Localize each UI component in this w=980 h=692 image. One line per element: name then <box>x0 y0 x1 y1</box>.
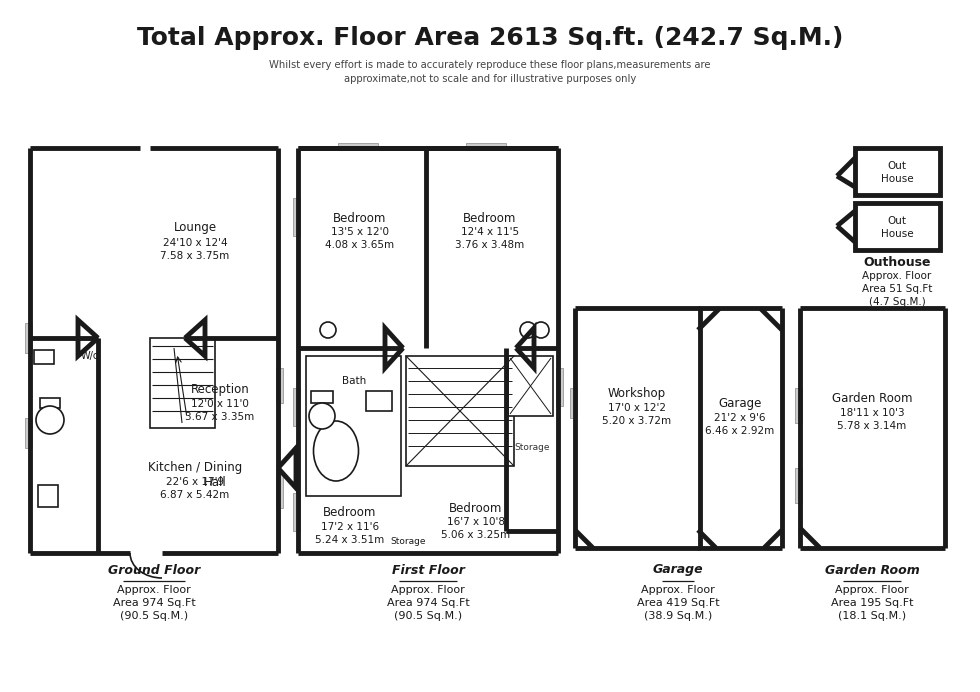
Text: Outhouse: Outhouse <box>863 255 931 268</box>
Text: 22'6 x 17'9: 22'6 x 17'9 <box>166 477 224 487</box>
Text: Approx. Floor: Approx. Floor <box>835 585 908 595</box>
Text: Area 195 Sq.Ft: Area 195 Sq.Ft <box>831 598 913 608</box>
Text: 17'2 x 11'6: 17'2 x 11'6 <box>320 522 379 532</box>
Bar <box>40 398 60 408</box>
Text: 17'0 x 12'2: 17'0 x 12'2 <box>608 403 666 413</box>
Text: Reception: Reception <box>191 383 249 397</box>
Text: approximate,not to scale and for illustrative purposes only: approximate,not to scale and for illustr… <box>344 74 636 84</box>
Text: 6.87 x 5.42m: 6.87 x 5.42m <box>161 490 229 500</box>
Bar <box>311 391 333 403</box>
Text: Out: Out <box>888 216 906 226</box>
Bar <box>25 323 32 353</box>
Text: 24'10 x 12'4: 24'10 x 12'4 <box>163 238 227 248</box>
Text: Lounge: Lounge <box>173 221 217 235</box>
Text: Storage: Storage <box>514 444 550 453</box>
Text: 5.24 x 3.51m: 5.24 x 3.51m <box>316 535 384 545</box>
Text: Bedroom: Bedroom <box>323 507 376 520</box>
Text: Area 974 Sq.Ft: Area 974 Sq.Ft <box>113 598 195 608</box>
Bar <box>338 143 378 150</box>
Text: House: House <box>881 229 913 239</box>
Text: Hall: Hall <box>204 477 226 489</box>
Bar <box>466 143 506 150</box>
Bar <box>150 338 215 428</box>
Bar <box>795 468 802 503</box>
Bar <box>34 350 54 364</box>
Bar <box>406 356 514 466</box>
Text: (18.1 Sq.M.): (18.1 Sq.M.) <box>838 611 906 621</box>
Text: W/c: W/c <box>81 351 99 361</box>
Text: Approx. Floor: Approx. Floor <box>118 585 191 595</box>
Text: 5.06 x 3.25m: 5.06 x 3.25m <box>441 530 511 540</box>
Bar <box>556 368 563 406</box>
Bar <box>795 388 802 423</box>
Bar <box>293 198 300 236</box>
Text: (90.5 Sq.M.): (90.5 Sq.M.) <box>120 611 188 621</box>
Bar <box>276 473 283 508</box>
Text: Garden Room: Garden Room <box>824 563 919 576</box>
Text: Garage: Garage <box>653 563 704 576</box>
Bar <box>293 493 300 531</box>
Text: Bath: Bath <box>342 376 367 386</box>
Text: Bedroom: Bedroom <box>464 212 516 224</box>
Text: 5.78 x 3.14m: 5.78 x 3.14m <box>837 421 906 431</box>
Text: 3.76 x 3.48m: 3.76 x 3.48m <box>456 240 524 250</box>
Text: 13'5 x 12'0: 13'5 x 12'0 <box>331 227 389 237</box>
Text: 12'4 x 11'5: 12'4 x 11'5 <box>461 227 519 237</box>
Text: (90.5 Sq.M.): (90.5 Sq.M.) <box>394 611 462 621</box>
Text: 6.46 x 2.92m: 6.46 x 2.92m <box>706 426 774 436</box>
Text: Whilst every effort is made to accurately reproduce these floor plans,measuremen: Whilst every effort is made to accuratel… <box>270 60 710 70</box>
Circle shape <box>520 322 536 338</box>
Text: Storage: Storage <box>390 536 425 545</box>
Circle shape <box>309 403 335 429</box>
Text: Area 419 Sq.Ft: Area 419 Sq.Ft <box>637 598 719 608</box>
Text: 16'7 x 10'8: 16'7 x 10'8 <box>447 517 505 527</box>
Text: Approx. Floor: Approx. Floor <box>862 271 932 281</box>
Text: Area 974 Sq.Ft: Area 974 Sq.Ft <box>387 598 469 608</box>
Bar <box>276 368 283 403</box>
Text: 12'0 x 11'0: 12'0 x 11'0 <box>191 399 249 409</box>
Text: Approx. Floor: Approx. Floor <box>391 585 465 595</box>
Text: (38.9 Sq.M.): (38.9 Sq.M.) <box>644 611 712 621</box>
Text: Area 51 Sq.Ft: Area 51 Sq.Ft <box>861 284 932 294</box>
Text: House: House <box>881 174 913 184</box>
Text: Bedroom: Bedroom <box>333 212 387 224</box>
Bar <box>25 418 32 448</box>
Bar <box>306 356 401 496</box>
Text: Kitchen / Dining: Kitchen / Dining <box>148 462 242 475</box>
Bar <box>293 388 300 426</box>
Text: Approx. Floor: Approx. Floor <box>641 585 714 595</box>
Bar <box>366 391 392 411</box>
Text: Bedroom: Bedroom <box>449 502 503 514</box>
Bar <box>38 485 58 507</box>
Circle shape <box>533 322 549 338</box>
Circle shape <box>36 406 64 434</box>
Text: 3.67 x 3.35m: 3.67 x 3.35m <box>185 412 255 422</box>
Bar <box>508 356 553 416</box>
Text: 5.20 x 3.72m: 5.20 x 3.72m <box>603 416 671 426</box>
Text: 21'2 x 9'6: 21'2 x 9'6 <box>714 413 765 423</box>
Bar <box>855 203 940 250</box>
Ellipse shape <box>314 421 359 481</box>
Text: (4.7 Sq.M.): (4.7 Sq.M.) <box>868 297 925 307</box>
Text: Garden Room: Garden Room <box>832 392 912 405</box>
Circle shape <box>320 322 336 338</box>
Text: Out: Out <box>888 161 906 171</box>
Bar <box>570 388 577 418</box>
Text: 7.58 x 3.75m: 7.58 x 3.75m <box>161 251 229 261</box>
Text: Garage: Garage <box>718 397 761 410</box>
Bar <box>855 148 940 195</box>
Text: 4.08 x 3.65m: 4.08 x 3.65m <box>325 240 395 250</box>
Text: First Floor: First Floor <box>392 563 465 576</box>
Text: Total Approx. Floor Area 2613 Sq.ft. (242.7 Sq.M.): Total Approx. Floor Area 2613 Sq.ft. (24… <box>137 26 843 50</box>
Text: Workshop: Workshop <box>608 387 666 399</box>
Text: 18'11 x 10'3: 18'11 x 10'3 <box>840 408 905 418</box>
Text: Ground Floor: Ground Floor <box>108 563 200 576</box>
